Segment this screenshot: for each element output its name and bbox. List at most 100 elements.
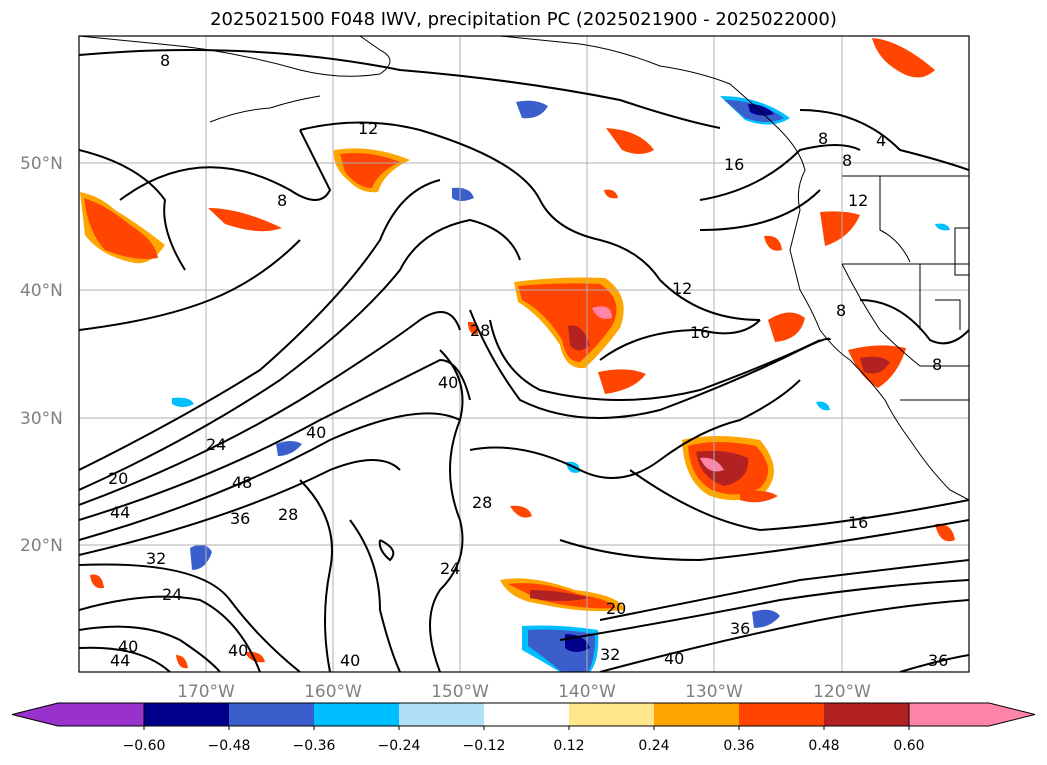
precip-positive-area — [598, 369, 646, 394]
contour-label: 28 — [472, 493, 492, 512]
contour-label: 12 — [358, 119, 378, 138]
precip-positive-area — [245, 651, 265, 663]
colorbar-segment — [484, 703, 569, 726]
colorbar-tick-label: −0.48 — [208, 738, 251, 754]
colorbar-tick-label: 0.24 — [638, 738, 669, 754]
precip-positive-area — [568, 325, 590, 351]
precip-negative-area — [752, 609, 780, 628]
lon-label: 130°W — [685, 682, 743, 702]
colorbar-tick-label: 0.12 — [553, 738, 584, 754]
contour-label: 8 — [842, 151, 852, 170]
precip-positive-area — [518, 283, 617, 362]
lat-label: 30°N — [20, 409, 63, 429]
contour-label: 44 — [110, 651, 130, 670]
coastlines — [79, 36, 969, 501]
colorbar-tick-label: 0.60 — [893, 738, 924, 754]
precip-positive-area — [208, 208, 282, 232]
precip-negative-area — [276, 441, 302, 456]
precip-negative-area — [190, 544, 212, 570]
precip-positive-area — [700, 457, 724, 472]
colorbar-segment — [569, 703, 654, 726]
precip-negative-area — [452, 187, 474, 201]
colorbar-tick-label: −0.12 — [463, 738, 506, 754]
contour-label: 12 — [672, 279, 692, 298]
contour-label: 40 — [340, 651, 360, 670]
lon-label: 150°W — [431, 682, 489, 702]
contour-label: 8 — [818, 129, 828, 148]
precip-positive-area — [604, 189, 618, 199]
precip-positive-area — [768, 312, 805, 342]
iwv-contours — [79, 49, 969, 672]
colorbar-segment — [11, 702, 145, 727]
precip-positive-area — [530, 590, 590, 601]
contour-label: 24 — [206, 435, 226, 454]
colorbar-segment — [314, 703, 399, 726]
contour-label: 24 — [440, 559, 460, 578]
precip-positive-area — [592, 306, 612, 319]
graticule — [79, 36, 969, 672]
contour-label: 40 — [306, 423, 326, 442]
contour-label: 16 — [724, 155, 744, 174]
colorbar-tick-label: −0.36 — [293, 738, 336, 754]
longitude-labels: 170°W 160°W 150°W 140°W 130°W 120°W — [177, 682, 871, 702]
precip-positive-area — [935, 523, 955, 542]
colorbar-tick-label: 0.36 — [723, 738, 754, 754]
precip-shading — [80, 38, 955, 672]
precip-positive-area — [860, 356, 890, 374]
colorbar-segment — [654, 703, 739, 726]
contour-label: 40 — [438, 373, 458, 392]
map-title: 2025021500 F048 IWV, precipitation PC (2… — [210, 9, 837, 30]
precip-positive-area — [872, 38, 935, 78]
precip-positive-area — [510, 505, 532, 518]
contour-label: 40 — [228, 641, 248, 660]
precip-negative-area — [935, 223, 950, 231]
colorbar-segment — [824, 703, 909, 726]
contour-label: 20 — [108, 469, 128, 488]
lon-label: 160°W — [304, 682, 362, 702]
colorbar-tick-label: −0.24 — [378, 738, 421, 754]
contour-label: 4 — [876, 131, 886, 150]
precip-positive-area — [740, 490, 778, 503]
contour-label: 48 — [232, 473, 252, 492]
colorbar-segment — [144, 703, 229, 726]
contour-label: 40 — [118, 637, 138, 656]
precip-positive-area — [176, 655, 188, 669]
contour-label: 36 — [230, 509, 250, 528]
colorbar-segment — [908, 702, 1036, 727]
lat-label: 40°N — [20, 281, 63, 301]
contour-label: 8 — [160, 51, 170, 70]
lat-label: 50°N — [20, 154, 63, 174]
contour-label: 36 — [928, 651, 948, 670]
precip-positive-area — [90, 574, 104, 589]
precip-positive-area — [340, 153, 400, 188]
colorbar-segment — [399, 703, 484, 726]
precip-positive-area — [606, 128, 654, 154]
contour-label: 40 — [664, 649, 684, 668]
contour-label: 36 — [730, 619, 750, 638]
contour-label: 8 — [277, 191, 287, 210]
precip-positive-area — [820, 211, 860, 246]
contour-label: 32 — [600, 645, 620, 664]
colorbar: −0.60 −0.48 −0.36 −0.24 −0.12 0.12 0.24 0.36 0.4… — [11, 702, 1036, 754]
contour-label: 32 — [146, 549, 166, 568]
lon-label: 140°W — [558, 682, 616, 702]
contour-label: 8 — [836, 301, 846, 320]
contour-label: 16 — [848, 513, 868, 532]
contour-label: 12 — [848, 191, 868, 210]
contour-label: 20 — [606, 599, 626, 618]
plot-frame — [78, 35, 970, 673]
colorbar-segment — [739, 703, 824, 726]
contour-label: 24 — [162, 585, 182, 604]
precip-positive-area — [764, 235, 782, 251]
colorbar-segment — [229, 703, 314, 726]
precip-negative-area — [748, 104, 774, 116]
colorbar-outline — [143, 702, 910, 727]
contour-label: 8 — [932, 355, 942, 374]
lon-label: 120°W — [813, 682, 871, 702]
latitude-labels: 50°N 40°N 30°N 20°N — [20, 154, 63, 556]
precip-negative-area — [516, 100, 548, 119]
lat-label: 20°N — [20, 536, 63, 556]
contour-labels: 8 12 8 12 16 8 4 8 12 8 8 28 40 16 24 40… — [108, 51, 948, 670]
precip-positive-area — [84, 198, 158, 259]
